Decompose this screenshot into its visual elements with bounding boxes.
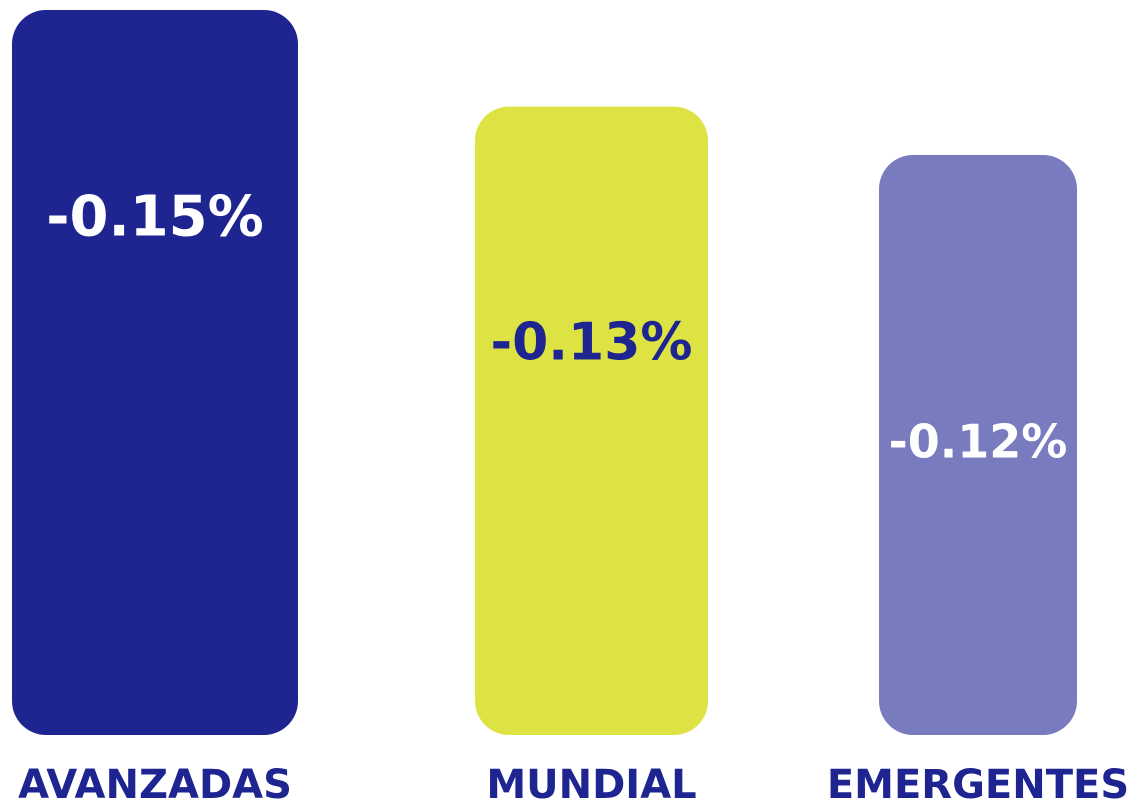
bar [475,106,708,735]
value-label: -0.13% [491,312,693,372]
value-label: -0.12% [889,415,1068,469]
bar [12,10,298,735]
category-label: AVANZADAS [18,762,292,808]
bar [879,155,1077,735]
value-label: -0.15% [46,184,264,249]
category-label: EMERGENTES [827,762,1129,808]
category-label: MUNDIAL [486,762,696,808]
